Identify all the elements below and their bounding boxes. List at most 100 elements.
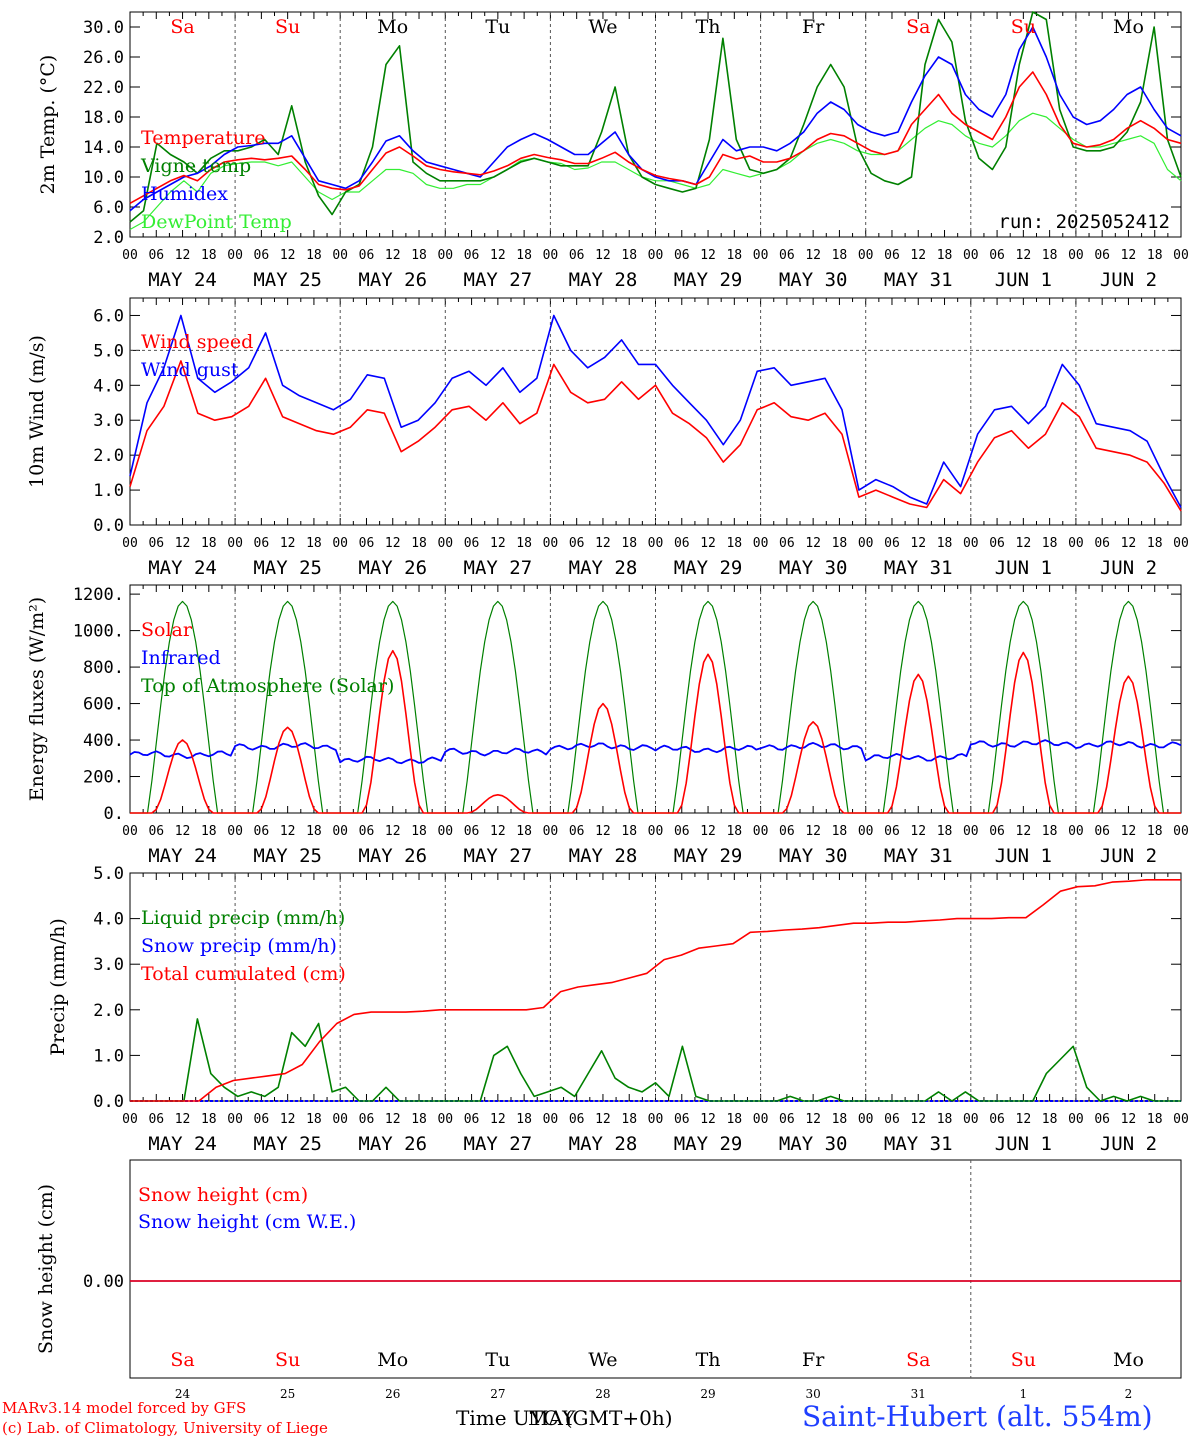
date-label: MAY 30: [779, 557, 848, 579]
series-line-dewpoint-temp: [129, 112, 1182, 231]
hour-tick-label: 00: [753, 824, 769, 839]
hour-tick-label: 12: [385, 824, 401, 839]
weekday-label: Su: [275, 1349, 300, 1371]
series-line-total-cumulated: [130, 879, 1181, 1102]
month-axis-label: MAY: [528, 1406, 576, 1430]
day-separators: [130, 12, 1181, 1378]
y-tick-label: 2.0: [93, 228, 124, 248]
hour-tick-label: 06: [464, 248, 480, 263]
hour-tick-label: 12: [490, 1112, 506, 1127]
legend-entry: Liquid precip (mm/h): [141, 907, 345, 929]
hour-tick-label: 12: [700, 1112, 716, 1127]
series-line-solar: [130, 649, 1181, 814]
series-line-infrared: [129, 739, 1182, 765]
date-label: MAY 25: [253, 845, 322, 867]
day-number: 27: [490, 1387, 505, 1401]
hour-tick-label: 06: [569, 824, 585, 839]
weekday-label: Su: [275, 16, 300, 38]
y-axis-label: Snow height (cm): [35, 1184, 57, 1354]
hour-tick-label: 12: [910, 248, 926, 263]
hour-tick-label: 12: [700, 824, 716, 839]
hour-tick-label: 06: [989, 1112, 1005, 1127]
y-tick-label: 6.0: [93, 198, 124, 218]
hour-tick-label: 06: [674, 248, 690, 263]
weekday-label: Fr: [802, 16, 825, 38]
hour-tick-label: 00: [858, 536, 874, 551]
weekday-label: Th: [696, 16, 721, 38]
y-tick-label: 2.0: [93, 446, 124, 466]
date-label: MAY 24: [148, 1133, 217, 1155]
y-tick-label: 30.0: [83, 18, 124, 38]
hour-tick-label: 18: [516, 1112, 532, 1127]
legend-entry: Snow height (cm): [138, 1184, 308, 1206]
hour-tick-label: 12: [595, 824, 611, 839]
hour-tick-label: 12: [700, 536, 716, 551]
y-tick-label: 14.0: [83, 138, 124, 158]
date-label: MAY 31: [884, 845, 953, 867]
date-label: MAY 30: [779, 845, 848, 867]
hour-tick-label: 18: [411, 1112, 427, 1127]
date-label: MAY 24: [148, 845, 217, 867]
date-label: MAY 26: [358, 269, 427, 291]
hour-tick-label: 00: [437, 248, 453, 263]
hour-tick-label: 00: [648, 536, 664, 551]
weekday-label: Sa: [170, 16, 194, 38]
day-number: 30: [806, 1387, 821, 1401]
series-line-liquid-precip: [130, 1018, 1181, 1102]
y-tick-label: 3.0: [93, 955, 124, 975]
legend-entry: Snow height (cm W.E.): [138, 1211, 356, 1233]
hour-tick-label: 12: [1121, 536, 1137, 551]
hour-tick-label: 00: [963, 536, 979, 551]
hour-tick-label: 18: [726, 1112, 742, 1127]
hour-tick-label: 00: [437, 824, 453, 839]
hour-tick-label: 00: [332, 1112, 348, 1127]
hour-tick-label: 18: [201, 536, 217, 551]
hour-tick-label: 12: [595, 536, 611, 551]
hour-tick-label: 06: [464, 824, 480, 839]
hour-tick-label: 12: [490, 536, 506, 551]
hour-tick-label: 12: [700, 248, 716, 263]
hour-tick-label: 00: [753, 248, 769, 263]
y-axis-label: Energy fluxes (W/m²): [26, 597, 48, 801]
hour-tick-label: 12: [1016, 536, 1032, 551]
date-label: MAY 31: [884, 557, 953, 579]
hour-tick-label: 18: [306, 1112, 322, 1127]
day-number: 24: [175, 1387, 191, 1401]
hour-tick-label: 18: [726, 248, 742, 263]
hour-tick-label: 18: [937, 1112, 953, 1127]
date-label: MAY 26: [358, 845, 427, 867]
legend-entry: Humidex: [141, 183, 228, 205]
hour-tick-label: 12: [1121, 248, 1137, 263]
date-label: MAY 25: [253, 1133, 322, 1155]
weekday-label: Sa: [906, 1349, 930, 1371]
date-label: MAY 25: [253, 557, 322, 579]
hour-tick-label: 06: [359, 1112, 375, 1127]
hour-tick-label: 00: [543, 1112, 559, 1127]
hour-tick-label: 12: [1121, 824, 1137, 839]
hour-tick-label: 12: [1016, 1112, 1032, 1127]
hour-tick-label: 18: [832, 824, 848, 839]
hour-tick-label: 00: [753, 536, 769, 551]
hour-tick-label: 00: [1173, 1112, 1189, 1127]
hour-tick-label: 18: [1042, 248, 1058, 263]
legend-entry: Snow precip (mm/h): [141, 935, 337, 957]
y-tick-label: 5.0: [93, 341, 124, 361]
hour-tick-label: 06: [989, 248, 1005, 263]
hour-tick-label: 06: [884, 536, 900, 551]
hour-tick-label: 00: [332, 824, 348, 839]
date-label: JUN 1: [995, 1133, 1052, 1155]
date-label: MAY 28: [569, 845, 638, 867]
hour-tick-label: 12: [1016, 248, 1032, 263]
date-label: MAY 29: [674, 557, 743, 579]
day-number: 26: [385, 1387, 400, 1401]
y-tick-label: 1000.: [73, 622, 124, 642]
series-line-wind-gust: [129, 314, 1182, 508]
hour-tick-label: 00: [963, 248, 979, 263]
hour-tick-label: 18: [201, 1112, 217, 1127]
y-tick-label: 6.0: [93, 306, 124, 326]
hour-tick-label: 18: [726, 536, 742, 551]
hour-tick-label: 18: [832, 248, 848, 263]
hour-tick-label: 12: [1121, 1112, 1137, 1127]
hour-tick-label: 06: [779, 1112, 795, 1127]
series-line-vigne-temp: [129, 11, 1182, 223]
